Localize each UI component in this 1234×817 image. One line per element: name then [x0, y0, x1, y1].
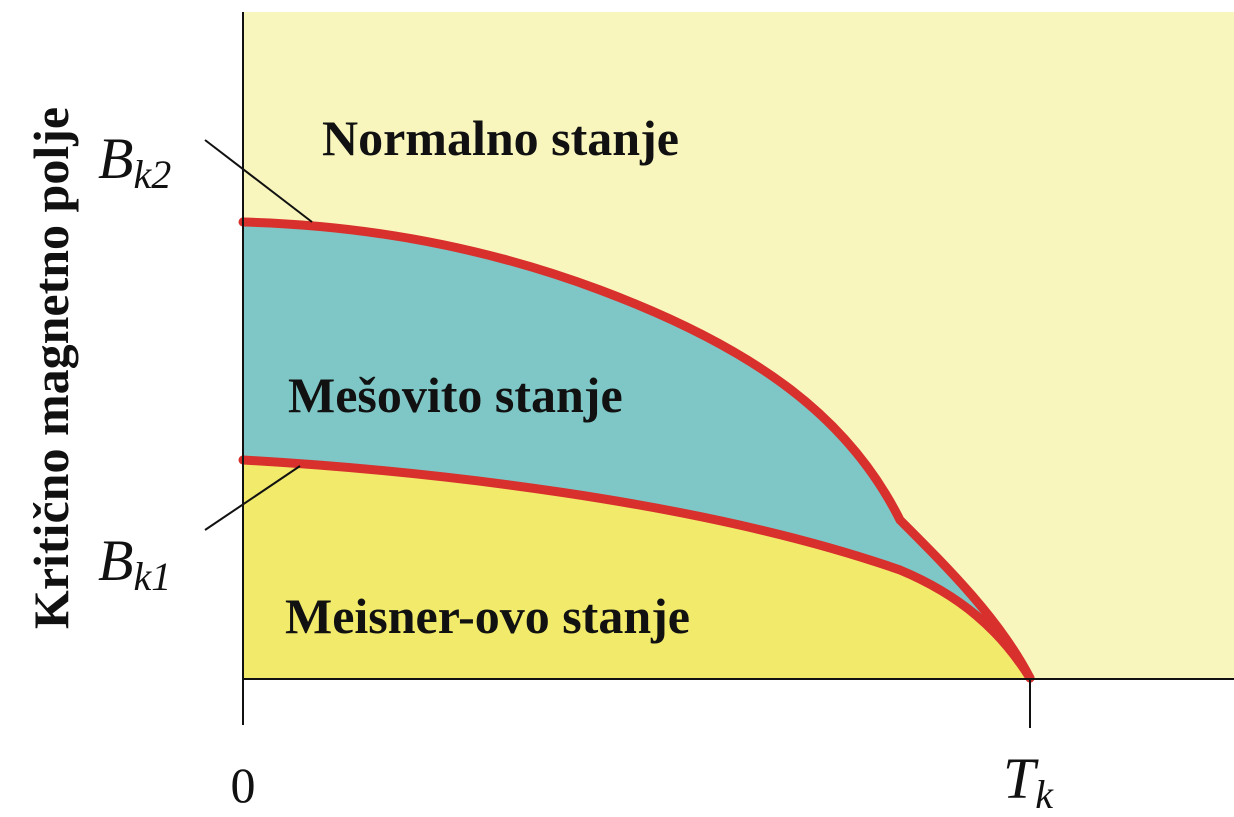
bk1-label: Bk1: [98, 528, 171, 599]
meissner-state-label: Meisner-ovo stanje: [285, 588, 690, 644]
critical-temperature-label: Tk: [1003, 746, 1054, 817]
bk2-symbol: B: [98, 126, 133, 191]
mixed-state-region: [243, 222, 1030, 678]
lower-critical-field-curve: [238, 455, 1035, 683]
upper-critical-field-curve: [238, 217, 1035, 683]
bk1-subscript: k1: [133, 554, 171, 599]
y-axis-title: Kritično magnetno polje: [23, 107, 79, 629]
meissner-state-region: [243, 460, 1030, 678]
bk2-subscript: k2: [133, 152, 171, 197]
origin-tick-label: 0: [231, 757, 256, 813]
normal-state-label: Normalno stanje: [322, 110, 679, 166]
tk-symbol: T: [1003, 746, 1039, 811]
bk2-label: Bk2: [98, 126, 171, 197]
bk1-leader-line: [204, 465, 301, 531]
bk1-symbol: B: [98, 528, 133, 593]
bk2-leader-line: [204, 139, 313, 223]
tk-subscript: k: [1035, 772, 1054, 817]
mixed-state-label: Mešovito stanje: [288, 367, 623, 423]
